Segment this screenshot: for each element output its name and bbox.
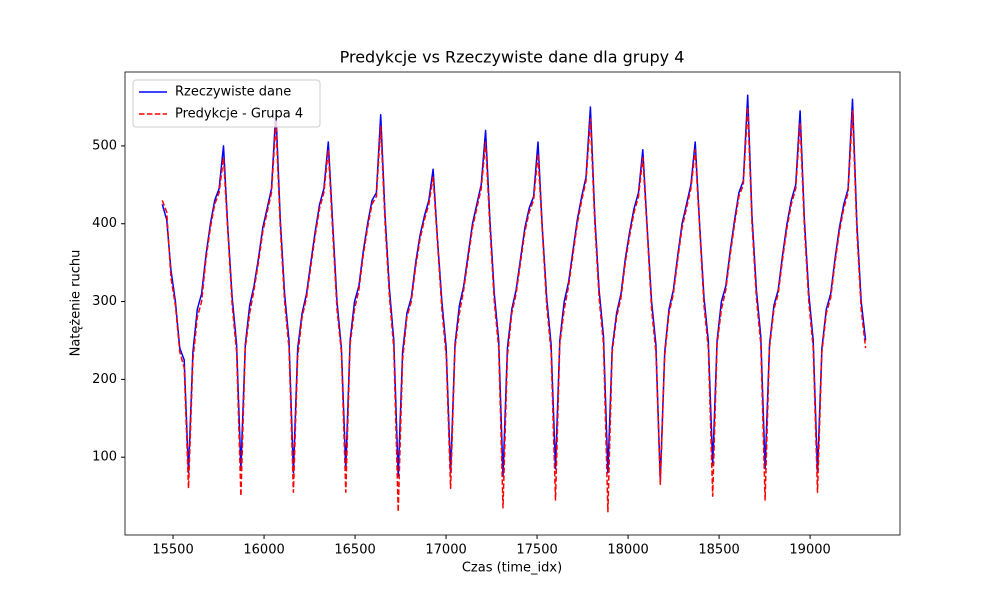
x-tick-label: 19000 [789, 543, 830, 558]
y-tick-label: 500 [92, 138, 117, 153]
legend-box [132, 79, 321, 128]
y-axis-label: Natężenie ruchu [69, 250, 84, 357]
y-tick-label: 300 [92, 294, 117, 309]
data-line [161, 106, 867, 513]
y-tick-label: 100 [92, 450, 117, 465]
x-tick-label: 17500 [516, 543, 557, 558]
legend-label: Rzeczywiste dane [175, 85, 291, 100]
x-tick-label: 15500 [152, 543, 193, 558]
chart-title: Predykcje vs Rzeczywiste dane dla grupy … [340, 48, 685, 67]
x-tick-label: 16000 [243, 543, 284, 558]
x-tick-label: 16500 [334, 543, 375, 558]
plot-frame [124, 71, 901, 536]
x-axis-label: Czas (time_idx) [462, 561, 562, 576]
y-tick-label: 200 [92, 372, 117, 387]
x-tick-label: 17000 [425, 543, 466, 558]
x-tick-label: 18000 [607, 543, 648, 558]
y-tick-label: 400 [92, 216, 117, 231]
x-tick-label: 18500 [698, 543, 739, 558]
legend: Rzeczywiste dane Predykcje - Grupa 4 [132, 79, 321, 128]
legend-label: Predykcje - Grupa 4 [175, 107, 303, 122]
